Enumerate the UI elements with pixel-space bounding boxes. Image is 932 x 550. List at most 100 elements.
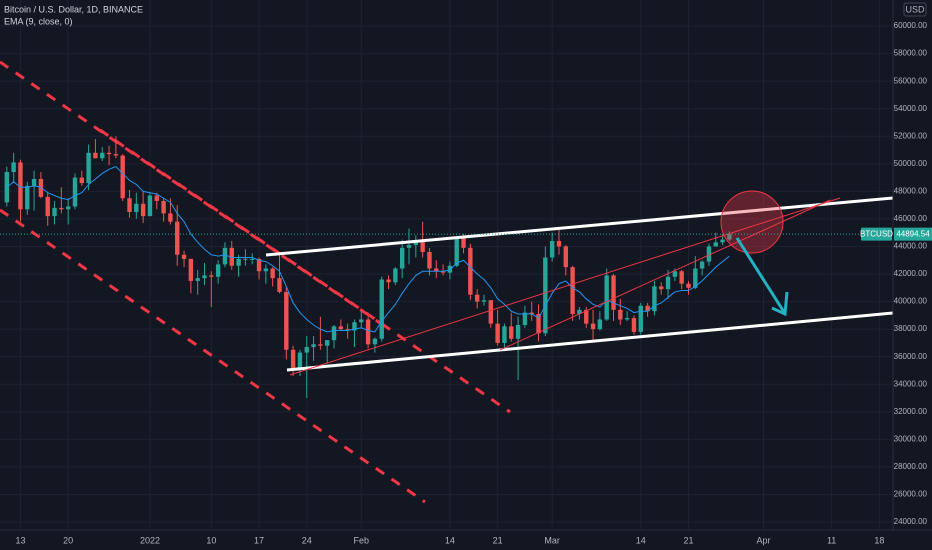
candle-body [222, 247, 228, 265]
arrow-shaft [735, 237, 786, 313]
x-tick-label: 2022 [140, 535, 160, 545]
candle-body [393, 268, 398, 283]
candle-body [311, 344, 316, 348]
candle-body [481, 300, 487, 302]
candle-body [134, 203, 139, 213]
symbol-label: BTCUSD [860, 229, 893, 238]
candle-body [727, 234, 732, 240]
candle-body [454, 238, 459, 266]
dashed-trendline [99, 128, 511, 414]
y-tick-label: 26000.00 [894, 490, 928, 499]
candle-body [399, 247, 405, 269]
candle-body [672, 271, 678, 277]
candle-body [495, 323, 500, 343]
candle-body [181, 254, 187, 259]
candle-body [386, 279, 391, 283]
x-tick-label: 14 [445, 535, 455, 545]
last-price-tag [894, 227, 932, 241]
candle-body [406, 245, 412, 248]
candle-body [665, 276, 671, 290]
candle-body [215, 264, 221, 277]
y-tick-label: 30000.00 [894, 434, 928, 443]
x-tick-label: Apr [756, 535, 770, 545]
candle-body [590, 323, 596, 330]
candle-body [154, 195, 159, 202]
y-tick-label: 34000.00 [894, 379, 928, 388]
candle-body [52, 207, 57, 217]
candle-body [140, 203, 146, 217]
candle-body [325, 340, 330, 346]
candle-body [352, 322, 357, 331]
candle-body [638, 305, 643, 332]
candle-body [529, 312, 534, 314]
last-price-label: 44894.54 [896, 229, 930, 238]
x-tick-label: 20 [63, 535, 73, 545]
y-tick-label: 38000.00 [894, 324, 928, 333]
candle-body [693, 268, 698, 288]
candle-body [106, 152, 112, 155]
candle-body [161, 201, 166, 214]
candle-body [59, 207, 64, 210]
y-tick-label: 56000.00 [894, 76, 928, 85]
candle-body [188, 258, 194, 281]
candle-body [522, 312, 528, 325]
y-tick-label: 52000.00 [894, 131, 928, 140]
y-tick-label: 40000.00 [894, 297, 928, 306]
candle-body [195, 278, 200, 281]
candle-body [618, 309, 623, 320]
candle-body [202, 275, 207, 279]
candle-body [147, 195, 153, 217]
candle-body [4, 172, 10, 203]
grid [0, 0, 893, 530]
candle-body [79, 177, 85, 184]
candle-body [577, 309, 582, 314]
candle-body [229, 247, 234, 266]
arrow-head [771, 291, 789, 317]
candle-body [645, 305, 650, 312]
channel-bottom [286, 311, 894, 372]
candle-body [420, 240, 425, 252]
candle-body [175, 221, 180, 255]
x-tick-label: 18 [874, 535, 884, 545]
candle-body [584, 309, 589, 324]
x-tick-label: 24 [302, 535, 312, 545]
x-tick-label: 13 [15, 535, 25, 545]
y-tick-label: 54000.00 [894, 104, 928, 113]
symbol-tag [861, 227, 892, 241]
candle-body [379, 279, 384, 339]
candle-body [570, 267, 575, 314]
candle-body [549, 240, 555, 258]
currency: USD [905, 4, 925, 14]
candle-body [38, 178, 44, 197]
dashed-trendline [0, 208, 426, 504]
drawings [0, 60, 511, 504]
candle-body [31, 178, 37, 186]
candle-body [93, 152, 98, 159]
candle-body [509, 326, 514, 339]
x-tick-label: 11 [827, 535, 836, 545]
candle-body [331, 326, 337, 341]
candle-body [372, 338, 378, 345]
candle-body [263, 268, 269, 272]
candle-body [277, 278, 282, 292]
x-tick-label: 21 [493, 535, 503, 545]
x-tick-label: Mar [544, 535, 560, 545]
x-tick-label: 10 [206, 535, 216, 545]
candle-body [345, 329, 350, 331]
chart-title: Bitcoin / U.S. Dollar, 1D, BINANCE [4, 4, 143, 14]
candle-body [304, 347, 309, 353]
candle-body [597, 319, 603, 330]
candle-body [563, 246, 568, 268]
candle-body [631, 318, 637, 332]
candle-body [468, 247, 473, 295]
candle-body [243, 258, 248, 260]
dashed-trendline [0, 60, 381, 325]
channel-top [265, 196, 894, 257]
candle-body [706, 246, 712, 262]
candles [4, 136, 732, 399]
candle-body [440, 271, 446, 273]
candle-body [338, 326, 344, 330]
y-tick-label: 36000.00 [894, 352, 928, 361]
indicator-legend: EMA (9, close, 0) [4, 16, 73, 26]
